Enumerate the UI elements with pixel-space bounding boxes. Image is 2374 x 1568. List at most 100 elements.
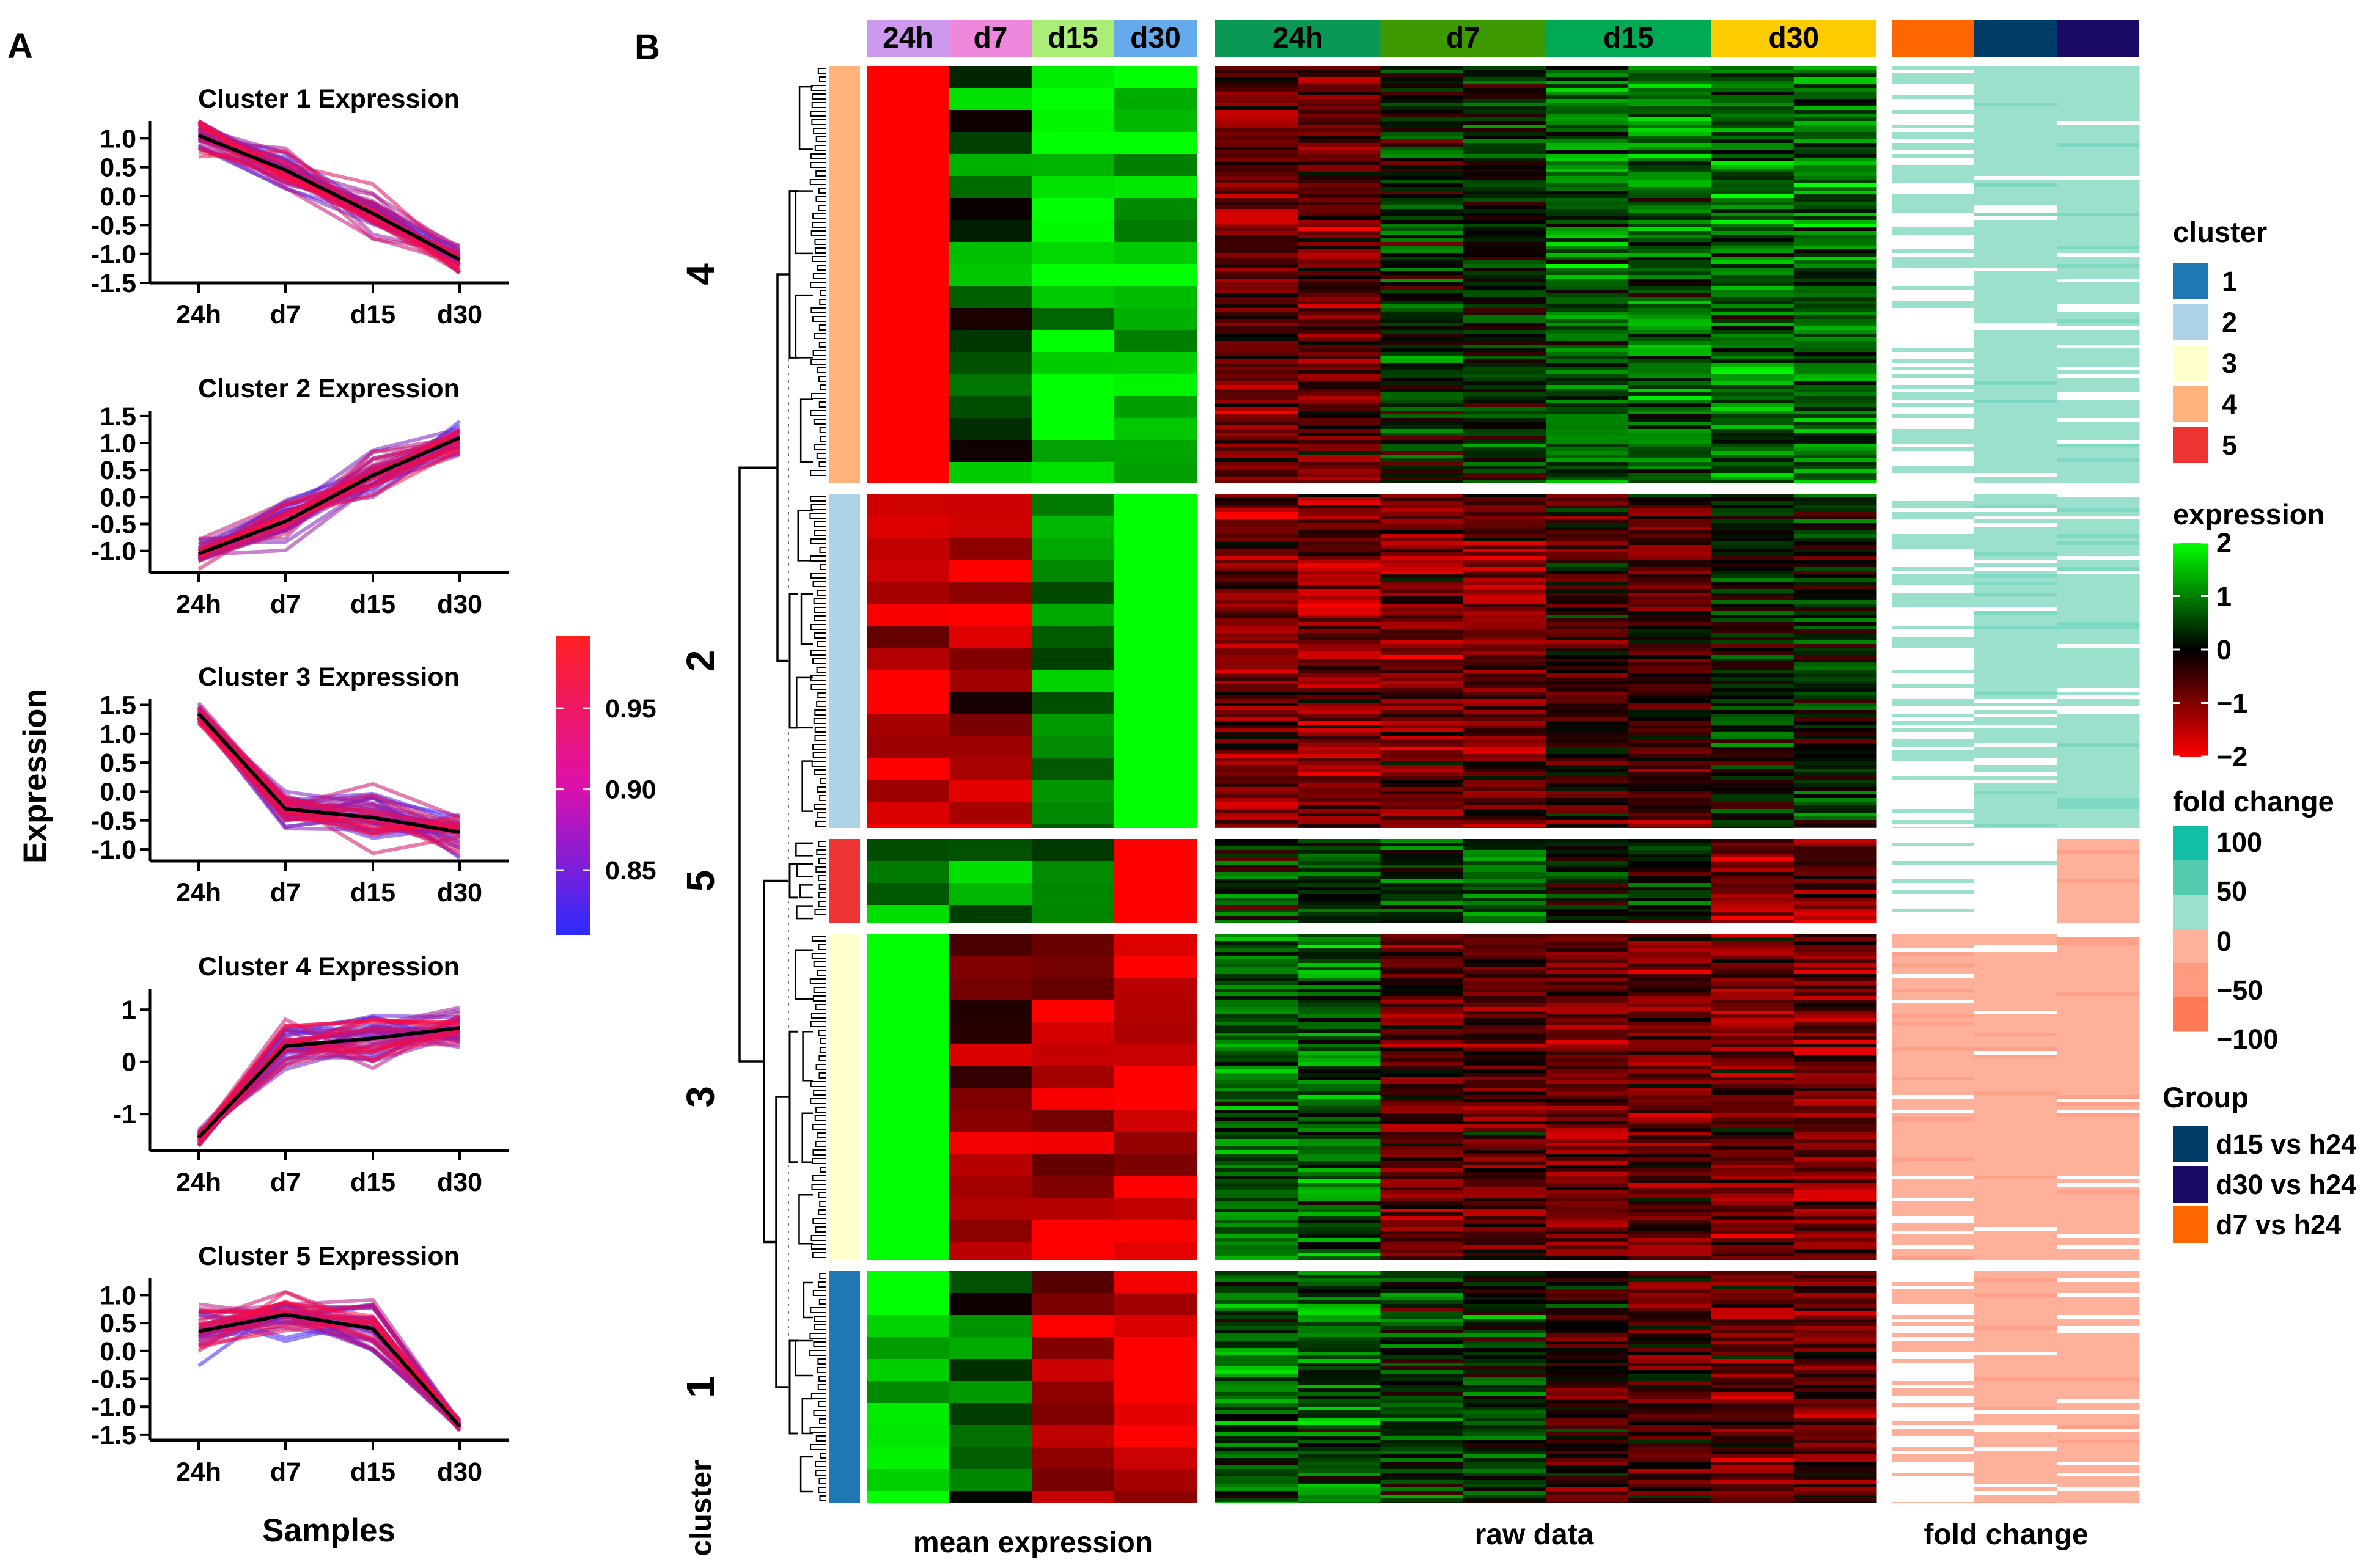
raw-data-cell (1463, 238, 1546, 243)
raw-data-cell (1628, 794, 1711, 799)
raw-data-cell (1628, 433, 1711, 437)
raw-data-cell (1380, 440, 1464, 444)
raw-data-cell (1298, 114, 1381, 118)
mean-expression-cell (1032, 1000, 1115, 1006)
dendrogram-leaf (819, 1495, 826, 1501)
mean-expression-cell (867, 137, 950, 144)
raw-data-cell (1215, 1333, 1298, 1338)
mean-expression-cell (1114, 1469, 1197, 1475)
raw-data-cell (1298, 139, 1381, 144)
mean-expression-cell (1032, 1271, 1115, 1277)
raw-data-cell (1711, 854, 1795, 858)
raw-data-cell (1546, 695, 1629, 700)
mean-expression-cell (867, 1321, 950, 1327)
mean-expression-cell (867, 1005, 950, 1011)
raw-data-cell (1380, 1135, 1464, 1140)
raw-data-cell (1546, 1480, 1629, 1484)
raw-data-cell (1215, 205, 1298, 210)
mean-expression-cell (1032, 1082, 1115, 1088)
mean-expression-cell (949, 1293, 1032, 1299)
raw-data-cell (1380, 1150, 1464, 1154)
raw-data-cell (1711, 308, 1795, 312)
mean-expression-cell (1032, 1132, 1115, 1138)
raw-data-cell (1628, 1242, 1711, 1246)
raw-data-cell (1628, 1165, 1711, 1169)
dendrogram-leaf (809, 978, 826, 984)
raw-data-cell (1380, 1234, 1464, 1239)
raw-data-cell (1793, 1275, 1877, 1279)
raw-data-cell (1546, 963, 1629, 967)
fold-change-cell (2057, 84, 2140, 89)
mean-expression-cell (1032, 269, 1115, 276)
raw-data-cell (1463, 1436, 1546, 1440)
mean-expression-cell (1032, 824, 1115, 828)
raw-data-cell (1711, 861, 1795, 865)
raw-data-cell (1711, 1058, 1795, 1063)
raw-data-cell (1546, 1209, 1629, 1213)
raw-data-cell (1463, 1377, 1546, 1382)
raw-data-cell (1380, 1436, 1464, 1440)
raw-data-cell (1463, 1242, 1546, 1246)
mean-expression-cell (1114, 225, 1197, 232)
raw-data-cell (1380, 128, 1464, 133)
raw-data-cell (1298, 541, 1381, 546)
raw-data-cell (1546, 725, 1629, 729)
fold-change-cell (1974, 367, 2057, 371)
raw-data-cell (1711, 618, 1795, 623)
mean-expression-cell (1032, 1442, 1115, 1448)
raw-data-cell (1793, 879, 1877, 884)
raw-data-cell (1380, 725, 1464, 729)
raw-data-cell (1711, 455, 1795, 459)
raw-data-cell (1628, 367, 1711, 371)
raw-data-cell (1793, 370, 1877, 375)
raw-data-cell (1380, 172, 1464, 177)
raw-data-cell (1380, 1205, 1464, 1209)
mean-expression-cell (867, 961, 950, 967)
mean-expression-cell (867, 264, 950, 270)
y-tick-label: -1.0 (91, 835, 136, 865)
raw-data-block (1215, 66, 1877, 483)
raw-data-cell (1711, 985, 1795, 989)
fold-change-cell (1974, 84, 2057, 89)
mean-expression-cell (1032, 1033, 1115, 1039)
raw-data-cell (1546, 974, 1629, 978)
mean-expression-cell (949, 462, 1032, 468)
raw-data-cell (1215, 297, 1298, 301)
raw-data-cell (1546, 231, 1629, 235)
raw-header-cell (1711, 20, 1876, 57)
raw-data-cell (1215, 1403, 1298, 1407)
raw-data-cell (1546, 1238, 1629, 1242)
raw-data-cell (1380, 787, 1464, 791)
mean-expression-cell (949, 855, 1032, 862)
mean-expression-cell (867, 1442, 950, 1448)
raw-data-cell (1628, 549, 1711, 553)
dendrogram-leaf (810, 1307, 826, 1313)
dendrogram-leaf (813, 419, 826, 425)
raw-data-cell (1793, 574, 1877, 579)
mean-expression-cell (1114, 872, 1197, 878)
raw-data-cell (1463, 538, 1546, 542)
raw-data-cell (1380, 516, 1464, 520)
raw-data-cell (1463, 992, 1546, 997)
raw-data-cell (1546, 1168, 1629, 1173)
dendrogram-leaf (818, 1299, 826, 1305)
mean-expression-cell (1032, 1359, 1115, 1365)
mean-expression-cell (867, 187, 950, 193)
mean-expression-cell (867, 407, 950, 413)
y-tick-label: -1.0 (91, 537, 136, 566)
raw-data-cell (1628, 898, 1711, 902)
raw-data-cell (1215, 843, 1298, 847)
cluster-1-plot: Cluster 1 Expression1.00.50.0-0.5-1.0-1.… (91, 84, 509, 329)
raw-data-cell (1711, 673, 1795, 678)
raw-data-cell (1463, 1458, 1546, 1462)
raw-data-cell (1546, 684, 1629, 689)
mean-expression-cell (1032, 877, 1115, 884)
fold-change-cell (1974, 121, 2057, 125)
raw-data-cell (1463, 1300, 1546, 1305)
mean-expression-cell (949, 1442, 1032, 1448)
raw-data-cell (1215, 850, 1298, 854)
raw-data-cell (1463, 824, 1546, 828)
mean-expression-cell (1032, 872, 1115, 878)
raw-data-cell (1298, 857, 1381, 862)
raw-data-cell (1793, 666, 1877, 670)
